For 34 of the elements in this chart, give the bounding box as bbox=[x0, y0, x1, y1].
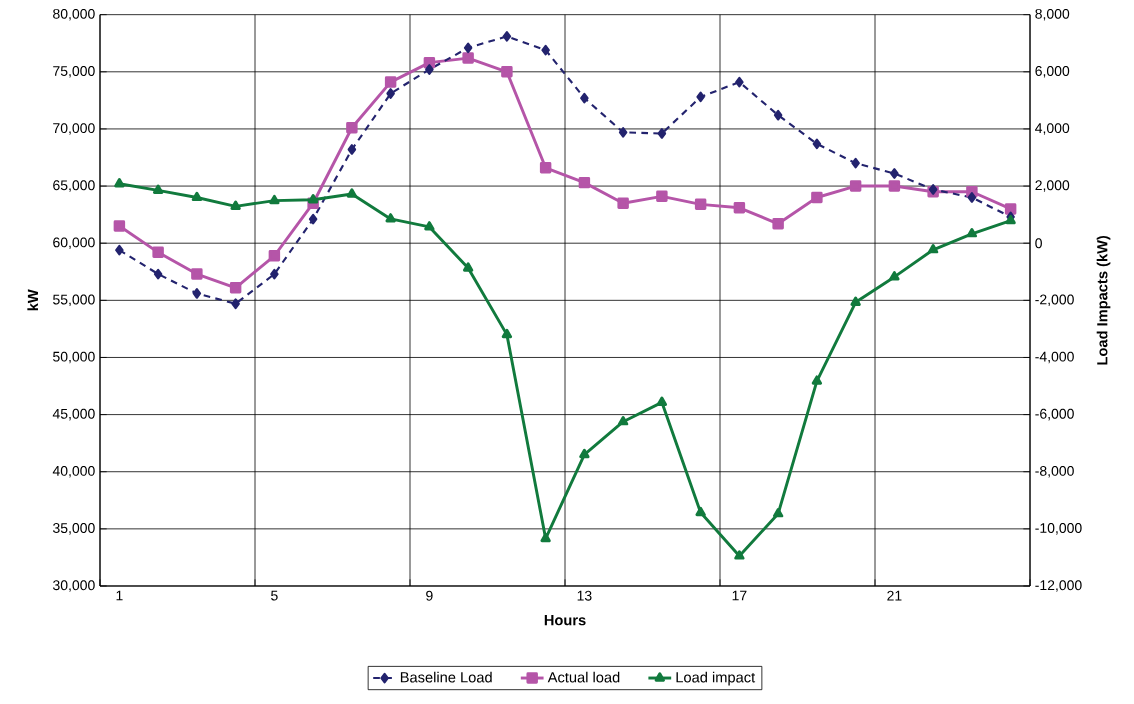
y2-tick-label: 0 bbox=[1035, 238, 1042, 249]
x-tick-label: 9 bbox=[426, 590, 433, 601]
y2-tick-label: -12,000 bbox=[1035, 580, 1082, 592]
y2-tick-label: -8,000 bbox=[1035, 465, 1074, 478]
legend-label: Actual load bbox=[547, 671, 620, 683]
y-tick-label: 40,000 bbox=[52, 465, 95, 478]
y2-tick-label: -6,000 bbox=[1035, 408, 1074, 421]
y-tick-label: 50,000 bbox=[53, 351, 95, 364]
x-tick-label: 1 bbox=[116, 590, 123, 601]
x-axis-title: Hours bbox=[544, 615, 586, 626]
x-tick-label: 21 bbox=[887, 590, 902, 601]
y-tick-label: 65,000 bbox=[53, 180, 95, 192]
x-tick-label: 17 bbox=[732, 590, 747, 601]
y-tick-label: 75,000 bbox=[53, 66, 95, 78]
y2-tick-label: 2,000 bbox=[1035, 180, 1070, 192]
y-tick-label: 55,000 bbox=[53, 294, 95, 307]
y-tick-label: 60,000 bbox=[53, 237, 95, 249]
y2-tick-label: -10,000 bbox=[1035, 523, 1082, 535]
y-tick-label: 30,000 bbox=[53, 580, 95, 592]
y-tick-label: 70,000 bbox=[53, 123, 95, 135]
x-tick-label: 13 bbox=[577, 590, 592, 601]
y-tick-label: 35,000 bbox=[53, 523, 95, 535]
y2-tick-label: 8,000 bbox=[1035, 8, 1070, 21]
legend-label: Load impact bbox=[676, 671, 756, 686]
y2-tick-label: -2,000 bbox=[1035, 294, 1074, 307]
y-tick-label: 80,000 bbox=[53, 8, 95, 21]
y-axis-title: kW bbox=[27, 289, 38, 311]
y2-axis-title: Load Impacts (kW) bbox=[1096, 235, 1111, 365]
y2-tick-label: 6,000 bbox=[1035, 66, 1070, 78]
legend-label: Baseline Load bbox=[400, 671, 492, 683]
y2-tick-label: -4,000 bbox=[1035, 351, 1074, 364]
y2-tick-label: 4,000 bbox=[1035, 123, 1070, 135]
y-tick-label: 45,000 bbox=[52, 408, 95, 421]
x-tick-label: 5 bbox=[271, 590, 278, 601]
